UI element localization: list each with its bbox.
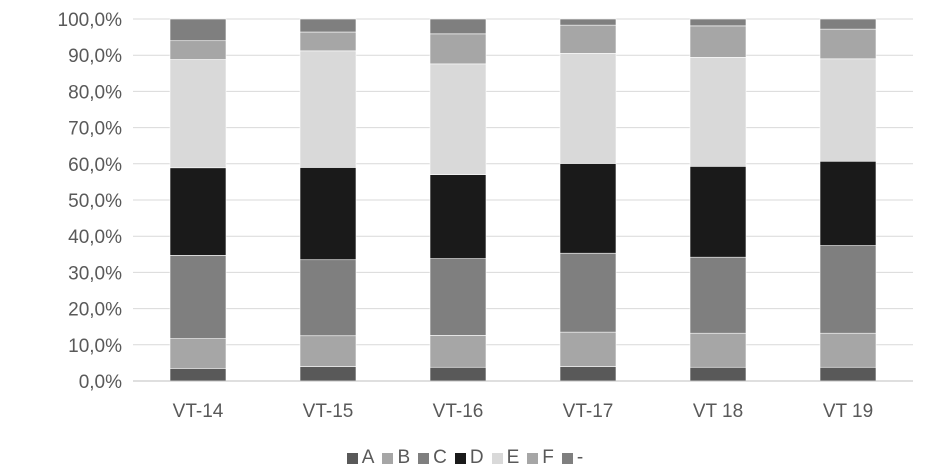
y-tick-label: 20,0% bbox=[68, 300, 122, 321]
gridlines bbox=[133, 18, 913, 346]
x-tick-label: VT 18 bbox=[693, 401, 743, 422]
y-tick-label: 90,0% bbox=[68, 46, 122, 67]
bar-segment bbox=[559, 53, 617, 164]
legend-label: - bbox=[576, 447, 584, 468]
bar-segment bbox=[819, 58, 877, 162]
bar-segment bbox=[429, 174, 487, 259]
bar-segment bbox=[819, 28, 877, 60]
bar-segment bbox=[429, 63, 487, 175]
bar-segment bbox=[169, 40, 227, 60]
bar-segment bbox=[819, 160, 877, 246]
x-tick-label: VT-15 bbox=[303, 401, 354, 422]
legend-item: E bbox=[491, 447, 520, 469]
bar-segment bbox=[169, 255, 227, 339]
bar-segment bbox=[169, 59, 227, 169]
x-tick-label: VT-16 bbox=[433, 401, 484, 422]
bar-segment bbox=[169, 368, 227, 382]
legend-item: A bbox=[346, 447, 375, 469]
bar-segment bbox=[819, 366, 877, 382]
bar-segment bbox=[819, 245, 877, 334]
bar-segment bbox=[299, 18, 357, 33]
legend-swatch bbox=[454, 452, 466, 464]
bar-segment bbox=[559, 252, 617, 333]
bar-segment bbox=[169, 18, 227, 42]
bar-segment bbox=[689, 166, 747, 258]
bar-segment bbox=[689, 18, 747, 27]
legend-swatch bbox=[418, 452, 430, 464]
legend-swatch bbox=[382, 452, 394, 464]
legend-item: B bbox=[382, 447, 410, 469]
bar-segment bbox=[559, 366, 617, 382]
y-tick-label: 100,0% bbox=[58, 10, 123, 31]
bar-segment bbox=[429, 33, 487, 65]
legend-swatch bbox=[561, 452, 573, 464]
legend-label: D bbox=[469, 447, 484, 468]
bar-segment bbox=[689, 256, 747, 334]
x-tick-label: VT 19 bbox=[823, 401, 873, 422]
bar-segment bbox=[299, 31, 357, 52]
legend-item: - bbox=[561, 447, 584, 469]
bar-segment bbox=[299, 167, 357, 261]
x-axis-tick-labels: VT-14 VT-15 VT-16 VT-17 VT 18 VT 19 bbox=[173, 401, 874, 422]
bar-segment bbox=[689, 57, 747, 167]
legend-label: E bbox=[506, 447, 520, 468]
y-tick-label: 50,0% bbox=[68, 191, 122, 212]
bar-segment bbox=[299, 259, 357, 337]
y-axis-tick-labels: 0,0% 10,0% 20,0% 30,0% 40,0% 50,0% 60,0% 70,0% 8… bbox=[58, 10, 123, 393]
bar-segment bbox=[299, 335, 357, 367]
x-tick-label: VT-17 bbox=[563, 401, 614, 422]
legend-label: C bbox=[433, 447, 447, 468]
bar-segment bbox=[689, 332, 747, 368]
legend-item: C bbox=[418, 447, 447, 469]
legend-swatch bbox=[491, 452, 503, 464]
bar-segment bbox=[559, 331, 617, 367]
legend-item: D bbox=[454, 447, 484, 469]
y-tick-label: 0,0% bbox=[79, 372, 122, 393]
bar-segment bbox=[689, 366, 747, 382]
legend-item: F bbox=[527, 447, 554, 469]
bar-segment bbox=[299, 50, 357, 168]
bar-segment bbox=[689, 25, 747, 58]
bar-segment bbox=[429, 366, 487, 382]
legend-swatch bbox=[527, 452, 539, 464]
y-tick-label: 80,0% bbox=[68, 82, 122, 103]
legend-label: A bbox=[361, 447, 375, 468]
y-tick-label: 40,0% bbox=[68, 227, 122, 248]
bar-segment bbox=[169, 167, 227, 256]
bar-segment bbox=[819, 332, 877, 368]
bar-segment bbox=[169, 338, 227, 369]
bar-segment bbox=[429, 18, 487, 35]
bar-segment bbox=[299, 366, 357, 382]
y-tick-label: 10,0% bbox=[68, 336, 122, 357]
bar-segment bbox=[819, 18, 877, 30]
legend-swatch bbox=[346, 452, 358, 464]
y-tick-label: 60,0% bbox=[68, 155, 122, 176]
legend-label: B bbox=[397, 447, 411, 468]
y-tick-label: 70,0% bbox=[68, 119, 122, 140]
bar-segment bbox=[429, 258, 487, 336]
bar-segment bbox=[559, 163, 617, 254]
bar-segment bbox=[429, 335, 487, 368]
y-tick-label: 30,0% bbox=[68, 263, 122, 284]
legend-label: F bbox=[542, 447, 554, 468]
x-tick-label: VT-14 bbox=[173, 401, 224, 422]
bar-segment bbox=[559, 24, 617, 54]
bars bbox=[169, 18, 877, 382]
bar-segment bbox=[559, 18, 617, 26]
